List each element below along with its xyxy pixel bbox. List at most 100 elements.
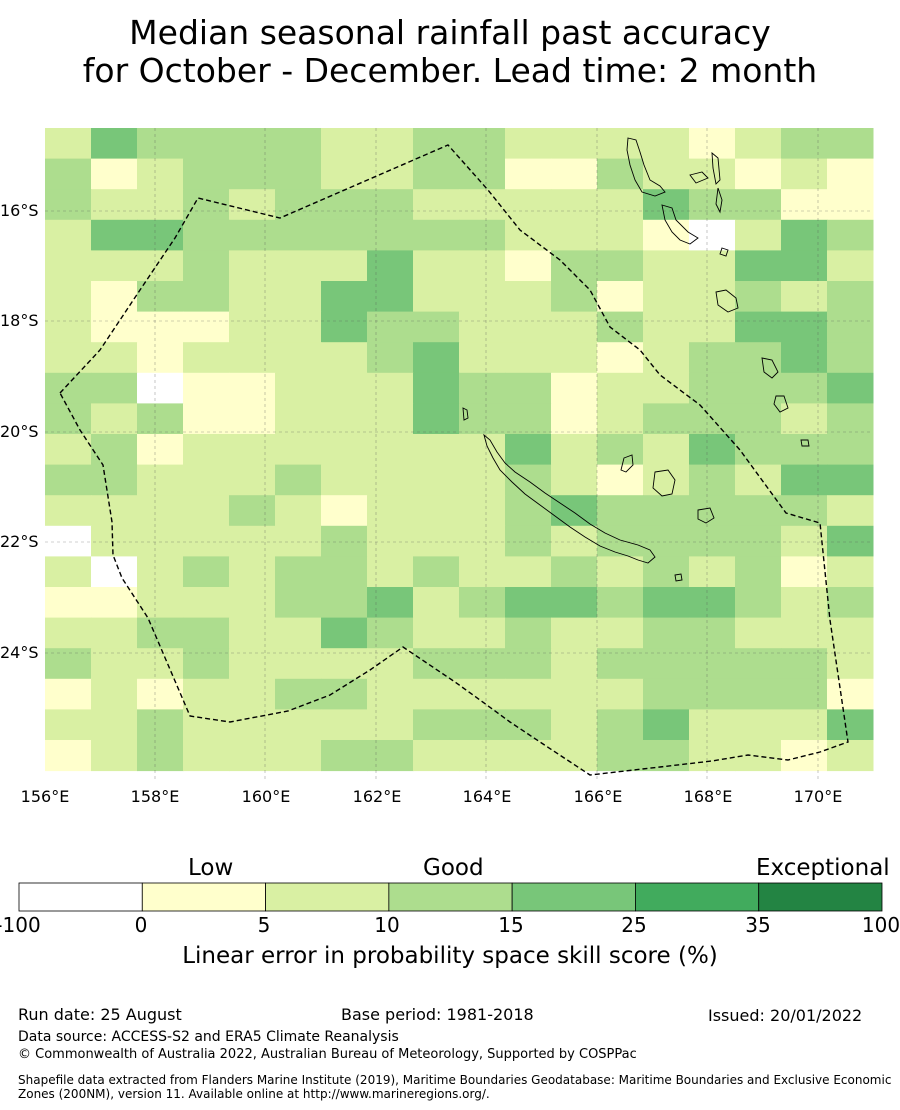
skill-cell xyxy=(413,556,460,588)
skill-cell xyxy=(597,678,644,710)
skill-cell xyxy=(827,556,874,588)
skill-cell xyxy=(781,678,828,710)
skill-cell xyxy=(827,434,874,466)
skill-cell xyxy=(735,464,782,496)
skill-cell xyxy=(91,740,138,772)
skill-cell xyxy=(91,587,138,619)
skill-cell xyxy=(137,464,184,496)
lon-label-156e: 156°E xyxy=(20,787,70,806)
skill-cell xyxy=(643,556,690,588)
skill-cell xyxy=(229,709,276,741)
skill-cell xyxy=(367,617,414,649)
skill-cell xyxy=(735,219,782,251)
skill-cell xyxy=(45,189,92,221)
skill-cell xyxy=(643,342,690,374)
skill-cell xyxy=(321,158,368,190)
skill-cell xyxy=(183,709,230,741)
skill-cell xyxy=(689,311,736,343)
skill-cell xyxy=(137,648,184,680)
espiritu-santo-coastline xyxy=(626,137,666,197)
skill-cell xyxy=(275,464,322,496)
skill-cell xyxy=(735,709,782,741)
skill-cell xyxy=(689,617,736,649)
ambae-coastline xyxy=(689,171,709,184)
skill-cell xyxy=(91,434,138,466)
skill-cell xyxy=(413,740,460,772)
skill-cell xyxy=(827,464,874,496)
colorbar-tick: 35 xyxy=(745,913,771,937)
skill-cell xyxy=(781,525,828,557)
skill-cell xyxy=(137,617,184,649)
aneityum-coastline xyxy=(800,439,810,447)
skill-cell xyxy=(45,128,92,160)
skill-cell xyxy=(413,617,460,649)
lon-label-162e: 162°E xyxy=(352,787,402,806)
skill-cell xyxy=(459,128,506,160)
skill-cell xyxy=(459,587,506,619)
skill-cell xyxy=(229,495,276,527)
skill-cell xyxy=(459,311,506,343)
skill-cell xyxy=(735,587,782,619)
skill-cell xyxy=(781,281,828,313)
chart-title-line2: for October - December. Lead time: 2 mon… xyxy=(82,51,818,90)
skill-cell xyxy=(413,648,460,680)
skill-cell xyxy=(827,128,874,160)
skill-cell xyxy=(827,403,874,435)
skill-cell xyxy=(735,617,782,649)
skill-cell xyxy=(229,617,276,649)
skill-cell xyxy=(689,372,736,404)
skill-cell xyxy=(229,219,276,251)
skill-cell xyxy=(781,219,828,251)
skill-cell xyxy=(183,525,230,557)
skill-cell xyxy=(735,189,782,221)
skill-cell xyxy=(781,128,828,160)
skill-cell xyxy=(689,464,736,496)
skill-cell xyxy=(367,128,414,160)
skill-cell xyxy=(45,281,92,313)
skill-cell xyxy=(183,158,230,190)
skill-cell xyxy=(229,587,276,619)
skill-cell xyxy=(689,189,736,221)
lon-label-166e: 166°E xyxy=(573,787,623,806)
skill-cell xyxy=(91,678,138,710)
colorbar-label: Linear error in probability space skill … xyxy=(182,943,718,969)
skill-cell xyxy=(183,128,230,160)
skill-cell xyxy=(551,158,598,190)
skill-cell xyxy=(551,648,598,680)
skill-cell xyxy=(459,617,506,649)
skill-cell xyxy=(275,587,322,619)
skill-cell xyxy=(827,250,874,282)
skill-cell xyxy=(137,740,184,772)
lat-label-18s: 18°S xyxy=(0,311,39,330)
skill-cell xyxy=(459,434,506,466)
copyright: © Commonwealth of Australia 2022, Austra… xyxy=(18,1047,637,1062)
skill-cell xyxy=(827,342,874,374)
skill-cell xyxy=(551,403,598,435)
skill-cell xyxy=(551,587,598,619)
skill-cell xyxy=(275,372,322,404)
skill-cell xyxy=(781,556,828,588)
skill-cell xyxy=(45,617,92,649)
skill-cell xyxy=(689,495,736,527)
skill-cell xyxy=(597,525,644,557)
skill-cell xyxy=(505,434,552,466)
skill-cell xyxy=(137,495,184,527)
skill-cell xyxy=(91,281,138,313)
skill-cell xyxy=(275,617,322,649)
shapefile-credit-line1: Shapefile data extracted from Flanders M… xyxy=(18,1073,892,1087)
skill-cell xyxy=(597,189,644,221)
skill-cell xyxy=(597,434,644,466)
skill-cell xyxy=(597,617,644,649)
skill-cell xyxy=(643,587,690,619)
skill-cell xyxy=(505,525,552,557)
shapefile-credit-line2: Zones (200NM), version 11. Available onl… xyxy=(18,1087,490,1101)
skill-cell xyxy=(367,158,414,190)
skill-cell xyxy=(137,189,184,221)
skill-cell xyxy=(367,556,414,588)
skill-cell xyxy=(321,648,368,680)
skill-cell xyxy=(413,281,460,313)
lon-label-170e: 170°E xyxy=(793,787,843,806)
skill-cell xyxy=(413,403,460,435)
skill-cell xyxy=(413,525,460,557)
skill-cell xyxy=(689,281,736,313)
